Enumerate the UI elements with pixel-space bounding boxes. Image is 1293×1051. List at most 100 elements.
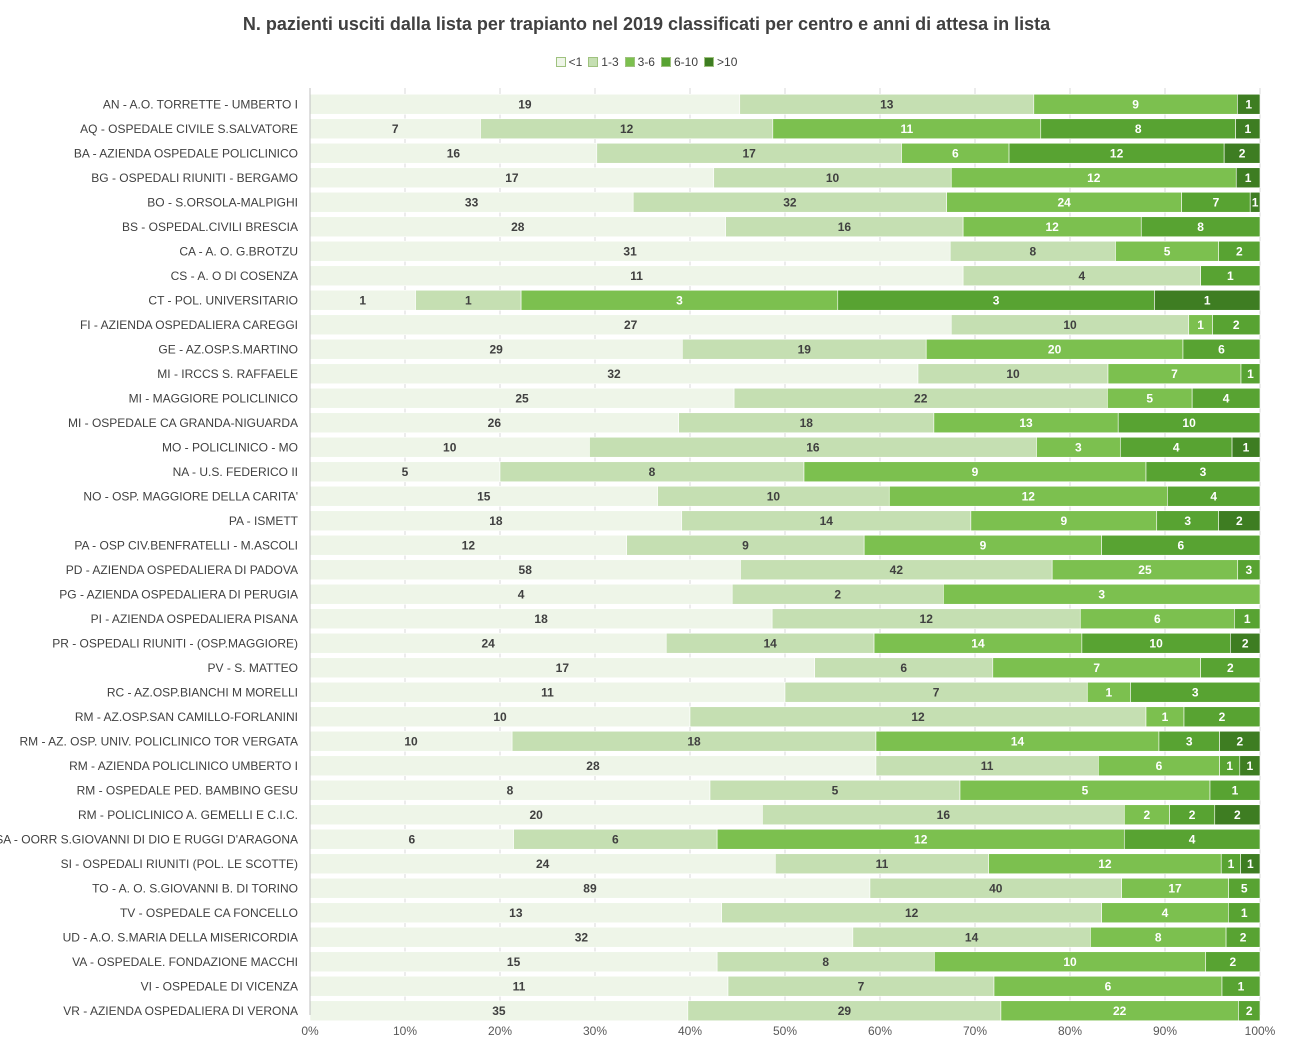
data-label: 2 (1236, 734, 1243, 748)
bar-segment (1209, 779, 1261, 801)
data-label: 8 (822, 955, 829, 969)
data-label: 32 (783, 195, 797, 209)
data-label: 3 (676, 293, 683, 307)
bar-segment (943, 583, 1261, 605)
bar-segment (1231, 436, 1261, 458)
data-label: 2 (1144, 808, 1151, 822)
data-label: 7 (392, 122, 399, 136)
bar-segment (1205, 951, 1261, 973)
category-label: RM - OSPEDALE PED. BAMBINO GESU (77, 783, 298, 797)
legend-label: 3-6 (637, 54, 655, 69)
bar-segment (1212, 314, 1261, 336)
bar-segment (1237, 559, 1261, 581)
data-label: 6 (1218, 342, 1225, 356)
data-label: 3 (1192, 685, 1199, 699)
bar-segment (1218, 240, 1261, 262)
category-label: TO - A. O. S.GIOVANNI B. DI TORINO (92, 881, 298, 895)
category-label: BG - OSPEDALI RIUNITI - BERGAMO (91, 171, 298, 185)
data-label: 10 (443, 440, 457, 454)
data-label: 3 (1075, 440, 1082, 454)
data-label: 35 (492, 1004, 506, 1018)
x-tick-label: 60% (868, 1024, 892, 1038)
data-label: 10 (1006, 367, 1020, 381)
data-label: 14 (971, 636, 985, 650)
data-label: 28 (511, 220, 525, 234)
data-label: 6 (612, 832, 619, 846)
data-label: 1 (1244, 122, 1251, 136)
bar-segment (1230, 632, 1261, 654)
category-label: PI - AZIENDA OSPEDALIERA PISANA (91, 612, 298, 626)
data-label: 14 (1011, 734, 1025, 748)
data-label: 8 (1029, 244, 1036, 258)
data-label: 7 (1213, 195, 1220, 209)
bar-segment (1235, 167, 1261, 189)
data-label: 16 (838, 220, 852, 234)
category-label: RM - AZIENDA POLICLINICO UMBERTO I (69, 759, 298, 773)
category-label: VR - AZIENDA OSPEDALIERA DI VERONA (63, 1004, 298, 1018)
data-label: 8 (507, 783, 514, 797)
category-label: RC - AZ.OSP.BIANCHI M MORELLI (107, 685, 298, 699)
data-label: 5 (1146, 391, 1153, 405)
data-label: 29 (489, 342, 503, 356)
data-label: 9 (742, 538, 749, 552)
data-label: 4 (1079, 269, 1086, 283)
data-label: 10 (1182, 416, 1196, 430)
data-label: 6 (1154, 612, 1161, 626)
data-label: 15 (477, 489, 491, 503)
data-label: 5 (1241, 881, 1248, 895)
data-label: 12 (1087, 171, 1101, 185)
legend-swatch (704, 56, 715, 67)
data-label: 40 (989, 881, 1003, 895)
category-label: CS - A. O DI COSENZA (171, 269, 298, 283)
data-label: 16 (937, 808, 951, 822)
legend-swatch (588, 56, 599, 67)
data-label: 26 (488, 416, 502, 430)
data-label: 1 (359, 293, 366, 307)
data-label: 12 (620, 122, 634, 136)
bar-segment (1214, 804, 1261, 826)
data-label: 2 (1242, 636, 1249, 650)
x-tick-label: 30% (583, 1024, 607, 1038)
data-label: 6 (1156, 759, 1163, 773)
data-label: 10 (767, 489, 781, 503)
category-label: MI - OSPEDALE CA GRANDA-NIGUARDA (68, 416, 298, 430)
data-label: 14 (820, 514, 834, 528)
data-label: 12 (1110, 146, 1124, 160)
category-label: CA - A. O. G.BROTZU (179, 244, 298, 258)
category-label: FI - AZIENDA OSPEDALIERA CAREGGI (80, 318, 298, 332)
data-label: 33 (465, 195, 479, 209)
data-label: 17 (505, 171, 519, 185)
data-label: 8 (1197, 220, 1204, 234)
data-label: 24 (536, 857, 550, 871)
category-label: RM - AZ.OSP.SAN CAMILLO-FORLANINI (75, 710, 298, 724)
legend-label: >10 (717, 54, 738, 69)
data-label: 14 (763, 636, 777, 650)
data-label: 2 (1240, 930, 1247, 944)
bar-segment (1167, 485, 1261, 507)
data-label: 1 (1106, 685, 1113, 699)
data-label: 12 (1098, 857, 1112, 871)
data-label: 10 (404, 734, 418, 748)
data-label: 3 (1246, 563, 1253, 577)
data-label: 6 (952, 146, 959, 160)
bar-segment (1219, 730, 1261, 752)
data-label: 10 (826, 171, 840, 185)
category-label: UD - A.O. S.MARIA DELLA MISERICORDIA (63, 930, 298, 944)
data-label: 11 (513, 979, 526, 993)
data-label: 28 (586, 759, 600, 773)
data-label: 17 (556, 661, 570, 675)
data-label: 5 (1082, 783, 1089, 797)
data-label: 4 (1162, 906, 1169, 920)
category-label: NO - OSP. MAGGIORE DELLA CARITA' (83, 489, 298, 503)
data-label: 32 (575, 930, 589, 944)
category-label: CT - POL. UNIVERSITARIO (148, 293, 298, 307)
data-label: 18 (534, 612, 548, 626)
category-label: AN - A.O. TORRETTE - UMBERTO I (103, 97, 298, 111)
data-label: 1 (1252, 195, 1259, 209)
data-label: 2 (1230, 955, 1237, 969)
data-label: 11 (981, 759, 994, 773)
data-label: 9 (972, 465, 979, 479)
data-label: 17 (1168, 881, 1182, 895)
data-label: 29 (838, 1004, 852, 1018)
